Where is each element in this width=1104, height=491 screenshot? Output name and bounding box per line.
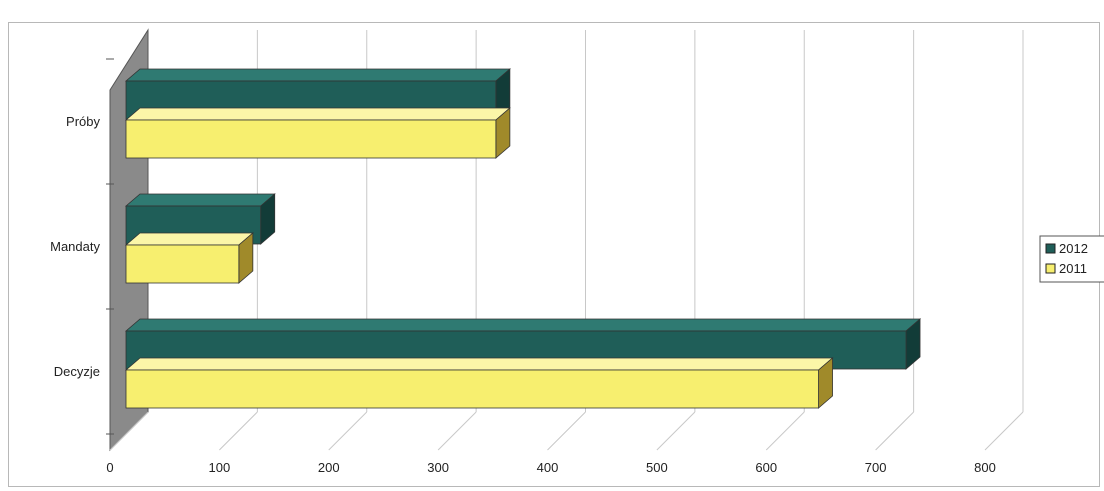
- floor-gridline-600: [765, 411, 805, 451]
- bar-proby-2011: [124, 107, 511, 159]
- x-tick-label-600: 600: [755, 460, 777, 475]
- bar-top-face: [124, 68, 511, 82]
- x-tick-label-0: 0: [106, 460, 113, 475]
- floor-gridline-500: [656, 411, 696, 451]
- bar-top-face: [124, 193, 276, 207]
- x-tick-label-700: 700: [865, 460, 887, 475]
- x-tick-label-400: 400: [537, 460, 559, 475]
- x-tick-label-300: 300: [427, 460, 449, 475]
- legend-swatch-2011: [1045, 263, 1056, 274]
- x-tick-label-100: 100: [209, 460, 231, 475]
- bar-front-face: [125, 369, 819, 409]
- floor-gridline-400: [547, 411, 586, 451]
- x-tick-label-800: 800: [974, 460, 996, 475]
- bar-top-face: [124, 318, 922, 332]
- bar-top-face: [124, 107, 511, 121]
- x-tick-label-200: 200: [318, 460, 340, 475]
- category-label-decyzje: Decyzje: [54, 364, 100, 379]
- x-tick-label-500: 500: [646, 460, 668, 475]
- floor-gridline-0: [109, 411, 149, 451]
- bar-mandaty-2011: [124, 232, 254, 284]
- legend: 2012 2011: [1039, 235, 1104, 283]
- bar-decyzje-2011: [124, 357, 834, 409]
- bar-top-face: [124, 357, 834, 371]
- category-label-proby: Próby: [66, 114, 100, 129]
- floor-gridline-200: [328, 411, 368, 451]
- legend-swatch-2012: [1045, 243, 1056, 254]
- floor-gridline-100: [219, 411, 258, 451]
- category-labels: Próby Mandaty Decyzje: [50, 114, 100, 379]
- floor-gridline-300: [437, 411, 477, 451]
- floor-gridline-700: [875, 411, 914, 451]
- legend-label-2011: 2011: [1059, 261, 1087, 276]
- legend-label-2012: 2012: [1059, 241, 1088, 256]
- bars: [124, 68, 922, 409]
- floor-gridline-800: [984, 411, 1024, 451]
- bar-front-face: [125, 119, 497, 159]
- bar-top-face: [124, 232, 254, 246]
- category-label-mandaty: Mandaty: [50, 239, 100, 254]
- bar-front-face: [125, 244, 240, 284]
- x-axis-ticks: 0 100 200 300 400 500 600 700 800: [106, 460, 995, 475]
